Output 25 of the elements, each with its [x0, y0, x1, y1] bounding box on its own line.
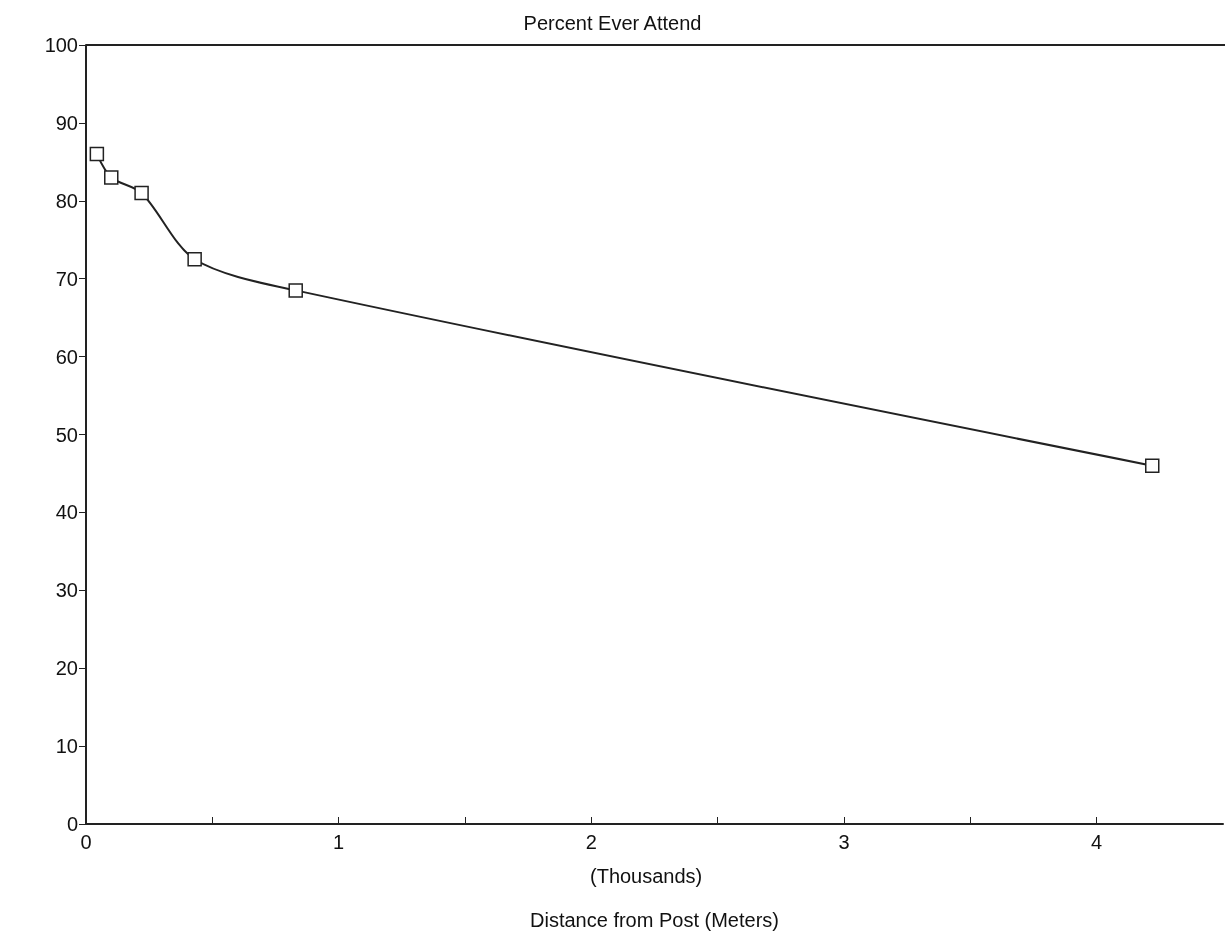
y-tick-label: 60: [55, 345, 78, 368]
point: [187, 251, 202, 267]
y-tick-label: 90: [55, 111, 78, 134]
y-tick-label: 50: [55, 423, 78, 446]
y-tick-label: 20: [55, 657, 78, 680]
x-axis-title: Distance from Post (Meters): [530, 909, 779, 931]
point: [134, 185, 149, 201]
y-tick-label: 0: [66, 813, 78, 835]
point: [89, 146, 105, 162]
text: (Thousands): [590, 865, 703, 887]
point: [288, 283, 303, 298]
x-tick-label: 0: [80, 831, 92, 853]
y-tick-label: 100: [44, 34, 78, 56]
y-tick-label: 80: [55, 189, 78, 212]
point: [1145, 458, 1160, 473]
y-tick-label: 30: [55, 579, 78, 602]
x-tick-label: 4: [1091, 831, 1103, 853]
y-tick-label: 70: [55, 267, 78, 290]
y-tick-label: 40: [55, 501, 78, 524]
y-tick-label: 10: [55, 735, 78, 758]
chart-title: Percent Ever Attend: [523, 12, 702, 34]
x-tick-label: 2: [585, 831, 597, 853]
x-tick-label: 1: [333, 831, 345, 853]
point: [104, 170, 119, 185]
x-tick-label: 3: [838, 831, 850, 853]
